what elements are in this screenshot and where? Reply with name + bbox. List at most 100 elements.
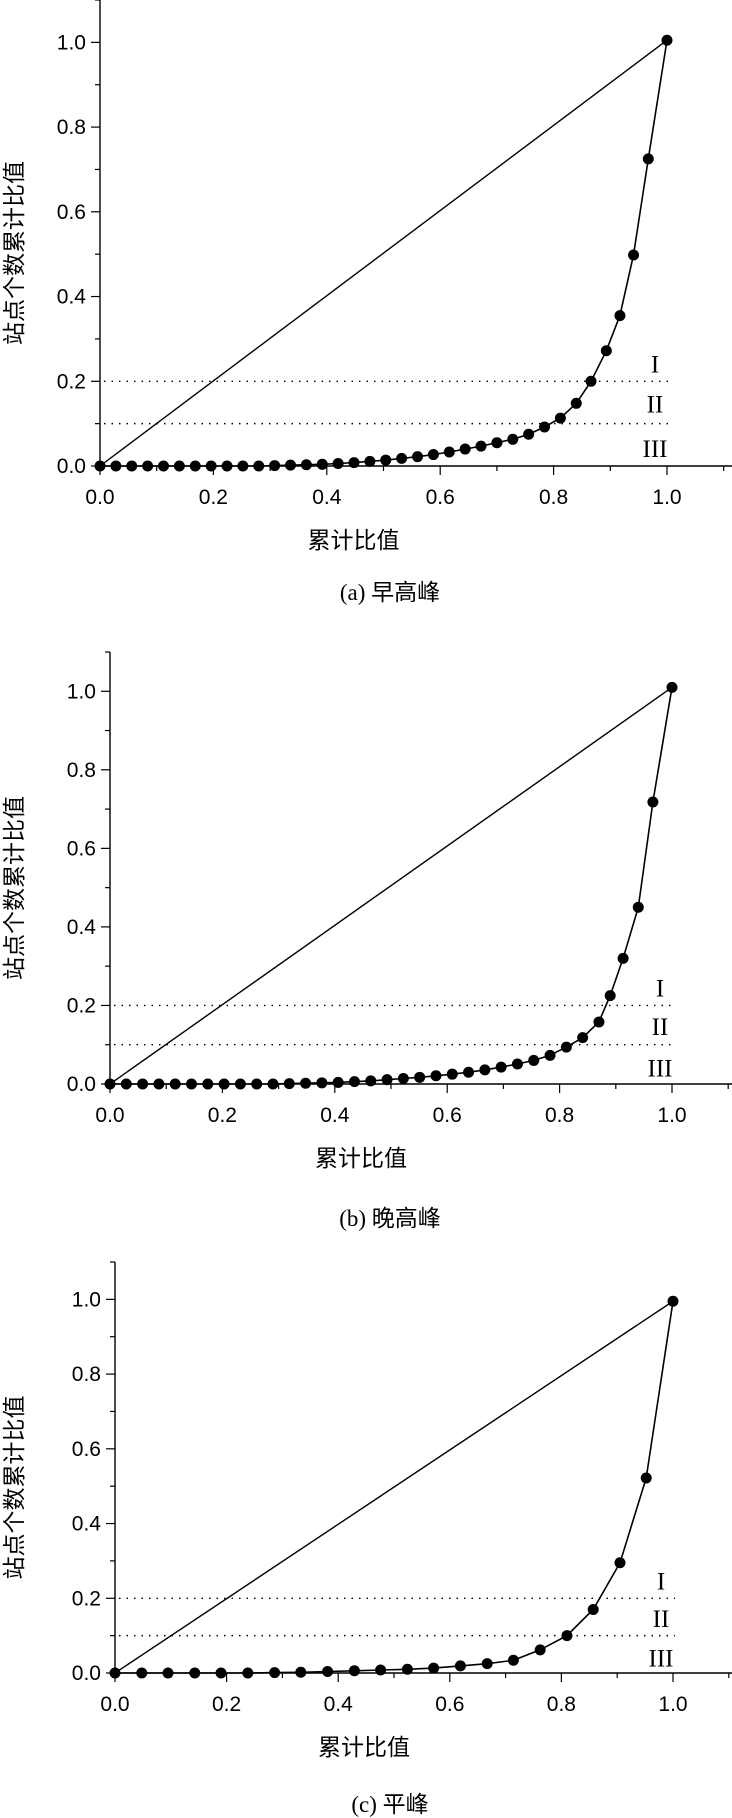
data-point <box>570 397 582 409</box>
data-point <box>412 451 424 463</box>
data-point <box>94 460 106 472</box>
x-tick-label: 0.0 <box>100 1693 129 1716</box>
data-point <box>554 412 566 424</box>
x-tick-label: 1.0 <box>652 486 681 509</box>
chart-panel-0: 0.00.20.40.60.81.00.0 0.2 0.4 0.6 0.8 1.0IIII… <box>2 0 732 605</box>
data-point <box>173 460 185 472</box>
data-point <box>189 460 201 472</box>
data-point <box>185 1078 197 1090</box>
data-point <box>463 1066 475 1078</box>
equality-line <box>114 1300 674 1674</box>
data-point <box>348 1665 360 1677</box>
data-point <box>205 460 217 472</box>
y-tick-label: 0.8 <box>67 759 96 782</box>
data-point <box>666 681 678 693</box>
data-point <box>234 1078 246 1090</box>
x-tick-label: 0.4 <box>320 1104 350 1127</box>
y-tick-label: 0.6 <box>72 1438 101 1461</box>
data-point <box>397 1073 409 1085</box>
data-point <box>348 457 360 469</box>
data-point <box>507 433 519 445</box>
data-point <box>667 1295 679 1307</box>
data-point <box>495 1061 507 1073</box>
data-point <box>511 1058 523 1070</box>
data-point <box>189 1667 201 1679</box>
data-point <box>617 952 629 964</box>
data-point <box>269 1667 281 1679</box>
data-point <box>218 1078 230 1090</box>
y-axis-title: 站点个数累计比值 <box>2 161 28 345</box>
data-point <box>481 1658 493 1670</box>
data-point <box>242 1667 254 1679</box>
data-point <box>215 1667 227 1679</box>
data-point <box>475 440 487 452</box>
lorenz-curve <box>115 1301 674 1674</box>
y-tick-label: 0.0 <box>57 455 86 478</box>
data-point <box>640 1472 652 1484</box>
data-point <box>507 1654 519 1666</box>
data-point <box>560 1041 572 1053</box>
data-point <box>348 1076 360 1088</box>
zone-label-1: I <box>657 1568 665 1595</box>
data-point <box>332 1076 344 1088</box>
data-point <box>604 990 616 1002</box>
data-point <box>454 1660 466 1672</box>
panel-caption: (a) 早高峰 <box>340 580 440 605</box>
x-tick-label: 0.6 <box>426 486 455 509</box>
y-tick-label: 0.8 <box>57 116 86 139</box>
data-point <box>577 1032 589 1044</box>
data-point <box>365 1075 377 1087</box>
data-point <box>396 452 408 464</box>
data-point <box>322 1666 334 1678</box>
data-point <box>414 1071 426 1083</box>
zone-label-2: II <box>647 391 664 418</box>
data-point <box>267 1078 279 1090</box>
data-point <box>381 1074 393 1086</box>
y-tick-label: 0.6 <box>67 837 96 860</box>
data-point <box>253 460 265 472</box>
data-point <box>285 459 297 471</box>
data-point <box>593 1016 605 1028</box>
zone-label-3: III <box>648 1055 673 1082</box>
data-point <box>628 249 640 261</box>
data-point <box>587 1603 599 1615</box>
data-point <box>446 1068 458 1080</box>
x-tick-label: 0.6 <box>435 1693 464 1716</box>
data-point <box>221 460 233 472</box>
y-tick-label: 1.0 <box>72 1288 101 1311</box>
data-point <box>614 310 626 322</box>
data-point <box>632 901 644 913</box>
data-point <box>375 1664 387 1676</box>
x-tick-label: 0.6 <box>433 1104 462 1127</box>
data-point <box>316 458 328 470</box>
chart-panel-2: 0.00.20.40.60.81.00.0 0.2 0.4 0.6 0.8 1.0IIII… <box>2 1261 732 1817</box>
data-point <box>316 1077 328 1089</box>
data-point <box>614 1557 626 1569</box>
data-point <box>534 1644 546 1656</box>
x-axis-title: 累计比值 <box>308 528 400 554</box>
y-tick-label: 0.4 <box>72 1513 102 1536</box>
y-tick-label: 1.0 <box>67 680 96 703</box>
data-point <box>661 34 673 46</box>
y-tick-label: 0.0 <box>67 1073 96 1096</box>
data-point <box>647 796 659 808</box>
data-point <box>126 460 138 472</box>
data-point <box>137 1078 149 1090</box>
x-tick-label: 0.0 <box>95 1104 124 1127</box>
data-point <box>142 460 154 472</box>
data-point <box>430 1070 442 1082</box>
y-tick-label: 0.2 <box>57 370 86 393</box>
data-point <box>528 1054 540 1066</box>
x-tick-label: 0.2 <box>208 1104 237 1127</box>
data-point <box>544 1049 556 1061</box>
zone-label-3: III <box>649 1645 674 1672</box>
data-point <box>162 1667 174 1679</box>
zone-label-1: I <box>651 351 659 378</box>
equality-line <box>109 686 673 1085</box>
data-point <box>332 457 344 469</box>
data-point <box>110 460 122 472</box>
chart-panel-1: 0.00.20.40.60.81.00.0 0.2 0.4 0.6 0.8 1.0IIII… <box>2 651 732 1231</box>
y-tick-label: 0.4 <box>57 286 87 309</box>
y-tick-label: 0.4 <box>67 916 97 939</box>
